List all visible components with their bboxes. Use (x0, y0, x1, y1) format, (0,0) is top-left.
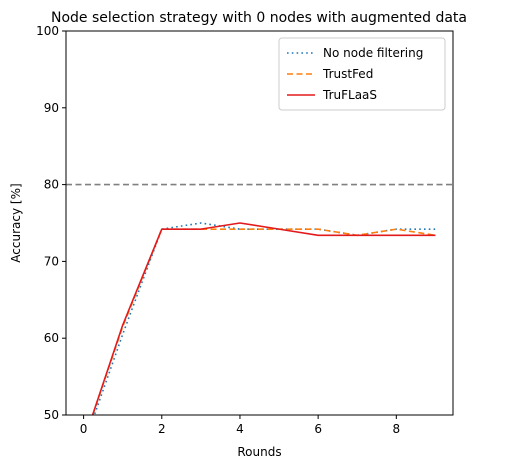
legend-label: TrustFed (322, 67, 373, 81)
x-tick-label: 6 (314, 422, 322, 436)
y-axis-ticks: 50 60 70 80 90 100 (36, 24, 66, 422)
legend-box (278, 37, 446, 111)
x-axis-ticks: 0 2 4 6 8 (80, 415, 400, 436)
legend-label: TruFLaaS (322, 88, 377, 102)
x-tick-label: 0 (80, 422, 88, 436)
y-axis-label: Accuracy [%] (9, 183, 23, 262)
legend: No node filtering TrustFed TruFLaaS (278, 37, 446, 111)
x-tick-label: 4 (236, 422, 244, 436)
x-tick-label: 8 (392, 422, 400, 436)
series-line-trustfed (91, 228, 436, 415)
series-layer (91, 222, 436, 415)
legend-label: No node filtering (323, 46, 423, 60)
series-line-no-node-filtering (93, 222, 436, 415)
x-axis-label: Rounds (237, 445, 281, 459)
y-tick-label: 100 (36, 24, 59, 38)
y-tick-label: 80 (44, 178, 59, 192)
y-tick-label: 70 (44, 254, 59, 268)
x-tick-label: 2 (158, 422, 166, 436)
chart-title: Node selection strategy with 0 nodes wit… (51, 10, 467, 26)
y-tick-label: 50 (44, 408, 59, 422)
y-tick-label: 60 (44, 331, 59, 345)
plot-frame (65, 30, 454, 416)
series-line-truflaas (91, 222, 436, 415)
y-tick-label: 90 (44, 101, 59, 115)
